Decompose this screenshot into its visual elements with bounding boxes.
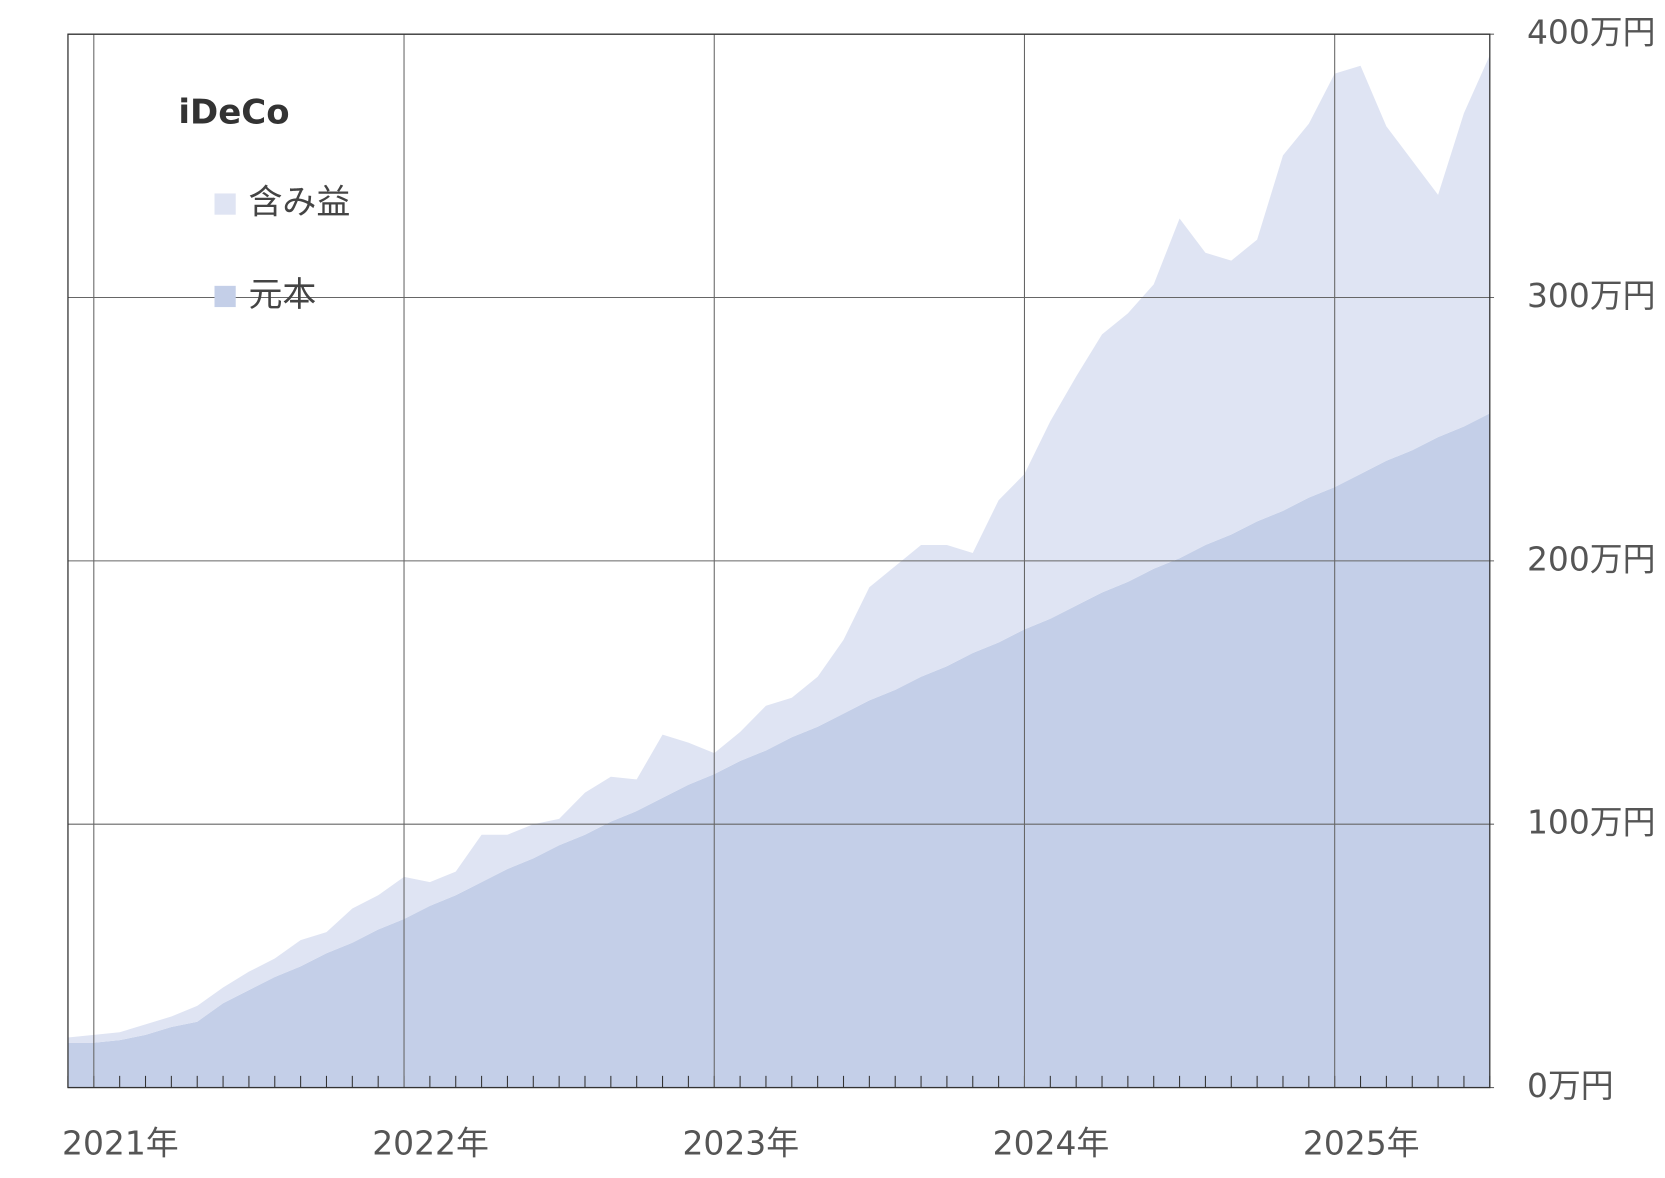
x-tick-label: 2022年 (372, 1123, 489, 1162)
legend-swatch (214, 285, 236, 308)
x-tick-label: 2024年 (993, 1123, 1110, 1162)
y-tick-label: 300万円 (1527, 276, 1656, 315)
plot-frame (67, 33, 1491, 1089)
x-tick-label: 2025年 (1303, 1123, 1420, 1162)
legend-label: 含み益 (248, 183, 350, 223)
legend-swatch (214, 193, 236, 215)
area (67, 55, 1490, 1043)
y-tick-label: 0万円 (1527, 1066, 1614, 1105)
y-tick-label: 200万円 (1527, 539, 1656, 578)
y-tick-label: 100万円 (1527, 803, 1656, 842)
y-tick-label: 400万円 (1527, 13, 1656, 52)
legend-label: 元本 (248, 275, 316, 315)
chart-title: iDeCo (178, 92, 289, 132)
x-tick-label: 2023年 (682, 1123, 799, 1162)
area (67, 413, 1490, 1088)
x-tick-label: 2021年 (62, 1123, 179, 1162)
